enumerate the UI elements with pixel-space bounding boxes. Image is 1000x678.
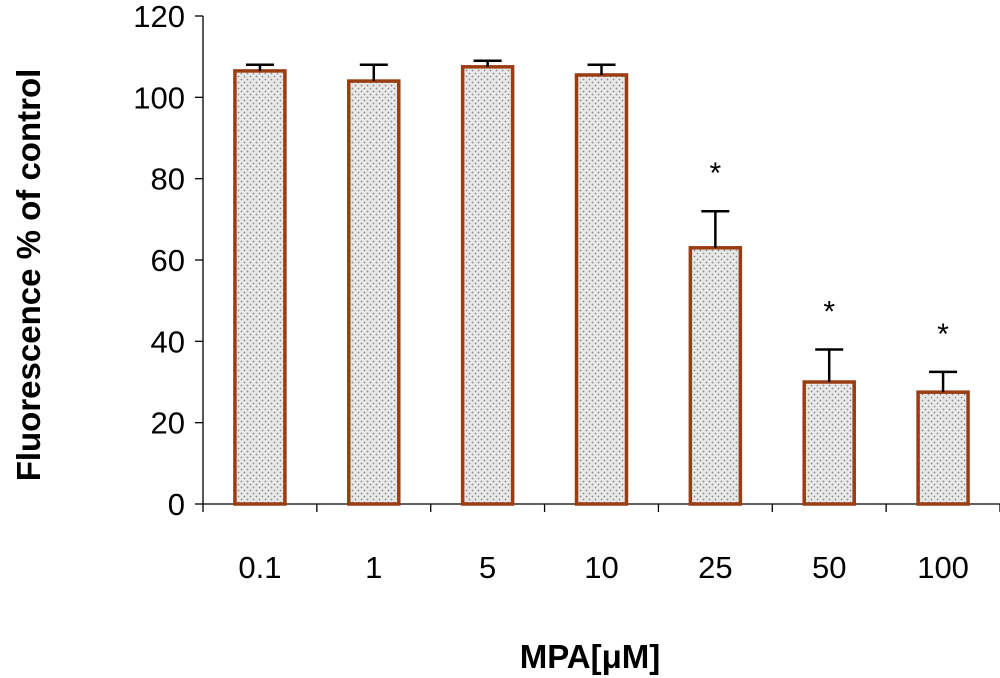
x-tick-label: 1 — [365, 550, 382, 585]
bar — [347, 79, 401, 506]
bar — [574, 73, 629, 506]
bar — [916, 390, 970, 506]
bar — [802, 380, 856, 506]
bar — [233, 69, 287, 506]
y-axis-title: Fluorescence % of control — [10, 69, 47, 482]
y-tick-label: 20 — [151, 406, 185, 441]
significance-marker: * — [710, 157, 722, 190]
x-tick-label: 25 — [698, 550, 732, 585]
bar — [460, 65, 515, 506]
plot-area: 0 20 40 60 80 100 120 0.1 1 5 10 25 * 50 * 100 * — [133, 0, 1000, 585]
significance-marker: * — [823, 295, 835, 328]
y-tick-label: 60 — [151, 243, 185, 278]
bar — [688, 246, 743, 506]
x-tick-label: 50 — [812, 550, 846, 585]
x-tick-label: 10 — [584, 550, 618, 585]
significance-marker: * — [937, 318, 949, 351]
y-tick-label: 100 — [133, 80, 185, 115]
x-tick-label: 100 — [917, 550, 969, 585]
y-tick-label: 40 — [151, 324, 185, 359]
y-tick-label: 80 — [151, 162, 185, 197]
y-tick-label: 120 — [133, 0, 185, 34]
y-tick-label: 0 — [168, 487, 185, 522]
x-tick-label: 5 — [479, 550, 496, 585]
x-axis-title: MPA[μM] — [520, 638, 661, 675]
x-tick-label: 0.1 — [238, 550, 281, 585]
